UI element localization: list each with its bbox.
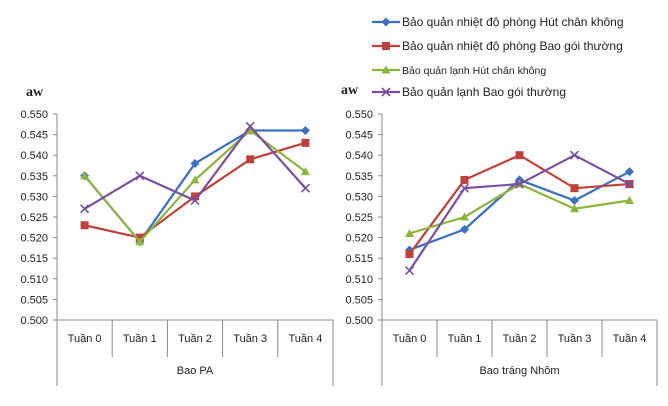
y-tick-label: 0.525 (20, 212, 48, 224)
y-tick-label: 0.520 (20, 233, 48, 245)
data-point-s4 (404, 265, 415, 276)
legend-marker-3 (381, 65, 391, 74)
data-point-s2 (460, 175, 469, 184)
data-point-s1 (300, 125, 310, 135)
y-tick-label: 0.545 (345, 130, 373, 142)
data-point-s4 (190, 195, 200, 206)
x-tick-label: Tuần 4 (613, 333, 647, 345)
y-tick-label: 0.535 (20, 171, 48, 183)
data-point-s3 (245, 125, 255, 134)
legend-label-4: Bảo quản lạnh Bao gói thường (402, 85, 566, 99)
data-point-s3 (460, 212, 469, 221)
x-tick-label: Tuần 0 (393, 333, 427, 345)
x-group-label: Bao tráng Nhôm (479, 365, 559, 377)
data-point-s3 (190, 175, 200, 184)
y-tick-label: 0.520 (345, 233, 373, 245)
y-tick-label: 0.550 (20, 109, 48, 121)
x-tick-label: Tuần 4 (288, 333, 322, 345)
data-point-s3 (570, 204, 579, 213)
legend: Bảo quản nhiệt độ phòng Hút chân không Bả… (372, 15, 624, 99)
data-point-s1 (625, 167, 634, 177)
y-tick-label: 0.510 (345, 274, 373, 286)
data-point-s4 (514, 179, 525, 189)
x-tick-label: Tuần 0 (68, 333, 102, 345)
legend-label-1: Bảo quản nhiệt độ phòng Hút chân không (402, 15, 624, 29)
data-point-s4 (569, 150, 580, 160)
x-tick-label: Tuần 1 (123, 333, 157, 345)
data-point-s4 (245, 121, 255, 131)
data-point-s4 (300, 183, 310, 193)
legend-marker-1 (381, 17, 391, 27)
legend-label-2: Bảo quản nhiệt độ phòng Bao gói thường (402, 39, 623, 53)
data-point-s4 (624, 179, 635, 189)
y-axis-label: aw (26, 85, 44, 100)
y-tick-label: 0.525 (345, 212, 373, 224)
x-tick-label: Tuần 3 (558, 333, 592, 345)
legend-marker-4 (381, 87, 391, 97)
y-axis-label: aw (341, 83, 359, 98)
y-tick-label: 0.505 (20, 294, 48, 306)
data-point-s1 (190, 158, 200, 168)
y-tick-label: 0.510 (20, 274, 48, 286)
series-line-3 (83, 129, 307, 244)
data-point-s3 (300, 167, 310, 176)
y-tick-label: 0.505 (345, 294, 373, 306)
data-point-s3 (625, 196, 634, 205)
x-group-label: Bao PA (177, 365, 214, 377)
data-point-s3 (80, 171, 90, 180)
data-point-s2 (80, 221, 89, 230)
x-tick-label: Tuần 1 (448, 333, 482, 345)
x-tick-label: Tuần 3 (233, 333, 267, 345)
y-tick-label: 0.545 (20, 130, 48, 142)
data-point-s2 (301, 138, 310, 147)
y-tick-label: 0.500 (20, 315, 48, 327)
data-point-s3 (135, 237, 145, 246)
data-point-s1 (460, 224, 469, 234)
y-tick-label: 0.540 (20, 150, 48, 162)
chart-panel-1: aw 0.500 0.505 0.510 0.515 0.520 0.525 0.530 0.5… (20, 85, 334, 386)
data-point-s2 (515, 151, 524, 160)
data-point-s2 (246, 155, 255, 164)
data-point-s4 (135, 171, 145, 181)
legend-marker-2 (382, 42, 390, 50)
y-tick-label: 0.500 (345, 315, 373, 327)
y-tick-label: 0.515 (20, 253, 48, 265)
y-tick-label: 0.550 (345, 109, 373, 121)
data-point-s1 (570, 196, 579, 206)
x-tick-label: Tuần 2 (178, 333, 212, 345)
y-tick-label: 0.515 (345, 253, 373, 265)
legend-label-3: Bảo quản lạnh Hút chân không (402, 65, 546, 77)
data-point-s2 (570, 184, 579, 193)
x-tick-label: Tuần 2 (503, 333, 537, 345)
y-tick-label: 0.530 (345, 191, 373, 203)
data-point-s2 (191, 192, 199, 201)
series-line-4 (408, 153, 631, 272)
data-point-s4 (80, 204, 90, 214)
data-point-s4 (459, 183, 470, 193)
chart-panel-2: aw 0.500 0.505 0.510 0.515 0.520 0.525 0.530 0.5… (341, 83, 658, 386)
data-point-s3 (405, 228, 414, 237)
y-tick-label: 0.540 (345, 150, 373, 162)
y-tick-label: 0.535 (345, 171, 373, 183)
data-point-s2 (405, 250, 414, 259)
y-tick-label: 0.530 (20, 191, 48, 203)
